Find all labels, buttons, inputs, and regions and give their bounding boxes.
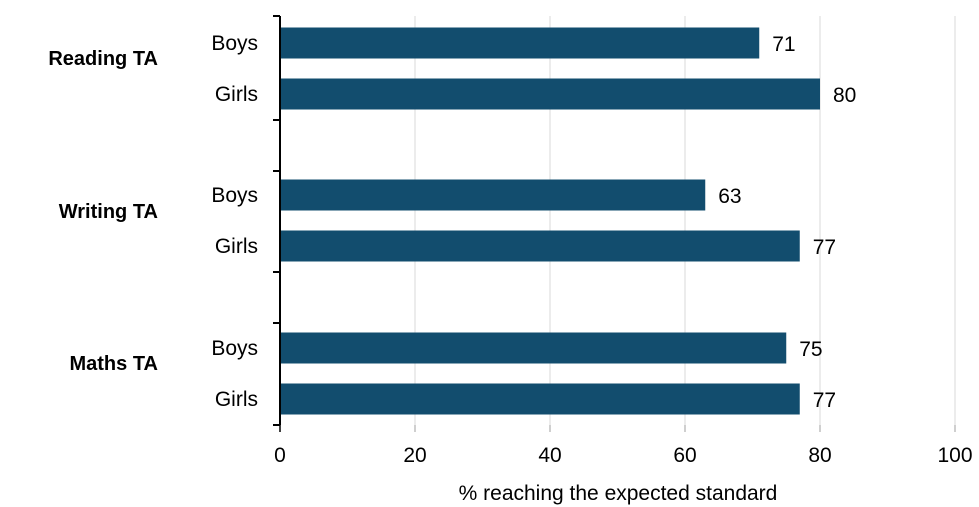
labels: 0 20 40 60 80 100 Boys 71 Girls 80 Reading TA Boys 6…: [48, 32, 972, 467]
bar: [280, 332, 787, 364]
data-label: 80: [833, 84, 856, 107]
bar: [280, 179, 706, 211]
data-label: 77: [813, 389, 836, 412]
data-label: 63: [718, 185, 741, 208]
bar: [280, 78, 820, 110]
x-axis-title: % reaching the expected standard: [459, 482, 778, 505]
category-label: Girls: [215, 388, 258, 411]
x-tick-label: 20: [403, 444, 426, 467]
bars: [280, 27, 820, 415]
data-label: 75: [799, 338, 822, 361]
category-label: Boys: [211, 337, 258, 360]
bar: [280, 27, 760, 59]
x-tick-label: 60: [673, 444, 696, 467]
bar: [280, 383, 800, 415]
axes: [273, 15, 956, 432]
x-tick-label: 80: [808, 444, 831, 467]
data-label: 77: [813, 236, 836, 259]
x-tick-label: 100: [937, 444, 972, 467]
bar: [280, 230, 800, 262]
category-label: Girls: [215, 83, 258, 106]
category-label: Girls: [215, 235, 258, 258]
group-label: Reading TA: [48, 48, 158, 70]
group-label: Maths TA: [69, 353, 158, 375]
gridlines: [414, 16, 956, 425]
category-label: Boys: [211, 32, 258, 55]
data-label: 71: [772, 33, 795, 56]
group-label: Writing TA: [59, 201, 158, 223]
x-tick-label: 0: [274, 444, 286, 467]
category-label: Boys: [211, 184, 258, 207]
x-tick-label: 40: [538, 444, 561, 467]
